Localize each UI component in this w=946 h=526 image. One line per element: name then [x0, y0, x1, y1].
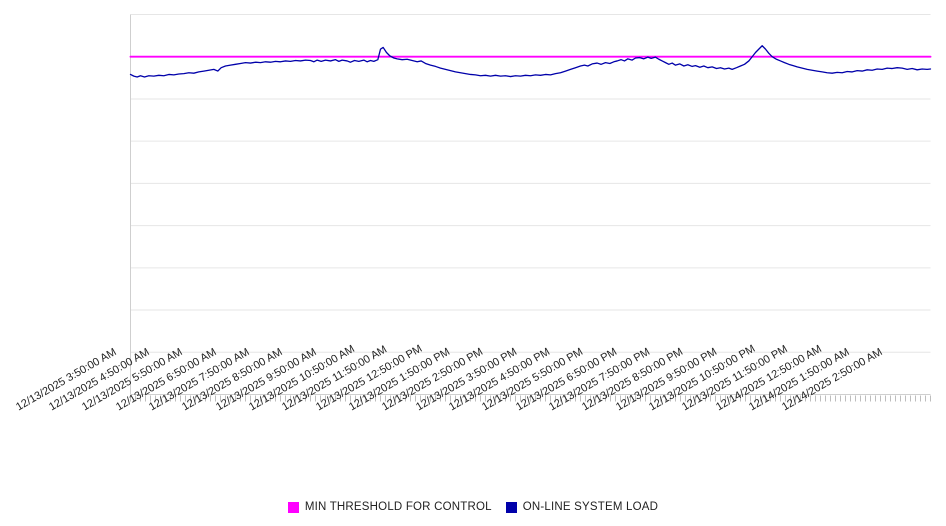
- legend-color-swatch: [287, 501, 299, 513]
- x-axis-minor-ticks: [130, 395, 931, 402]
- axis-lines: [130, 14, 931, 395]
- legend-color-swatch: [505, 501, 517, 513]
- legend-entry[interactable]: MIN THRESHOLD FOR CONTROL: [287, 501, 492, 513]
- legend-entry[interactable]: ON-LINE SYSTEM LOAD: [505, 501, 659, 513]
- legend-label: MIN THRESHOLD FOR CONTROL: [304, 501, 492, 513]
- series-line: [129, 45, 932, 78]
- chart-legend: MIN THRESHOLD FOR CONTROL ON-LINE SYSTEM …: [0, 496, 946, 518]
- gridlines: [130, 14, 931, 395]
- legend-label: ON-LINE SYSTEM LOAD: [522, 501, 659, 513]
- data-series: [129, 45, 932, 78]
